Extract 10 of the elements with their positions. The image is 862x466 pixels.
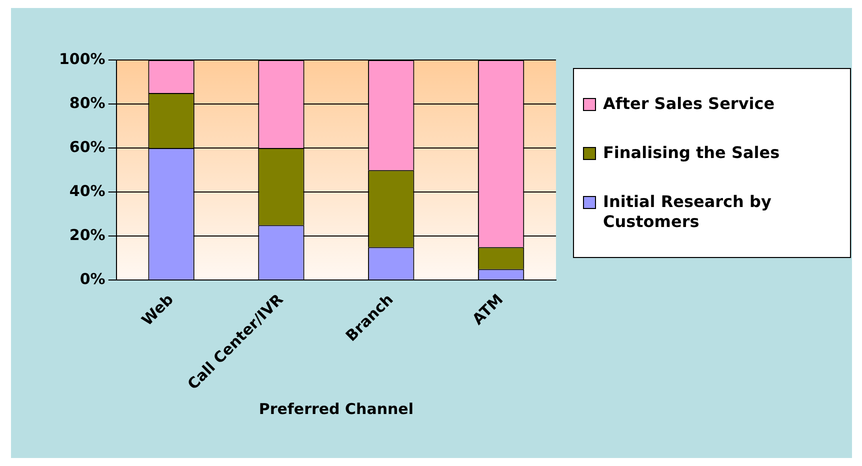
y-tick-label: 0% — [80, 270, 106, 288]
y-tick-label: 40% — [69, 182, 106, 200]
x-axis-title: Preferred Channel — [258, 400, 414, 418]
y-tick-label: 20% — [69, 226, 106, 244]
legend-label: Initial Research by Customers — [603, 192, 772, 232]
legend-label: Finalising the Sales — [603, 142, 780, 163]
y-tick-label: 100% — [58, 50, 106, 68]
legend-label: After Sales Service — [603, 94, 775, 114]
y-tick-label: 60% — [69, 138, 106, 156]
y-tick-label: 80% — [69, 94, 106, 112]
